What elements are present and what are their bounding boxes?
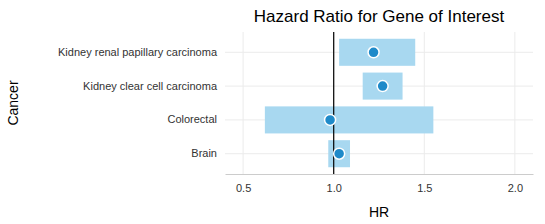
x-tick-label: 2.0 [508, 182, 523, 194]
x-tick: 1.5 [417, 174, 432, 194]
point [334, 148, 345, 159]
x-axis: 0.5 1.0 1.5 2.0 [226, 174, 534, 194]
point [325, 114, 336, 125]
grid-line [424, 32, 425, 174]
x-axis-title: HR [369, 204, 389, 220]
y-tick-label: Kidney clear cell carcinoma [83, 80, 218, 92]
y-tick: Brain [191, 147, 217, 159]
interval-bar [363, 73, 403, 100]
x-tick-label: 1.5 [417, 182, 432, 194]
x-tick: 1.0 [327, 174, 342, 194]
y-tick: Kidney renal papillary carcinoma [58, 46, 218, 58]
y-axis: Kidney renal papillary carcinoma Kidney c… [58, 46, 218, 159]
grid-line [514, 32, 515, 174]
x-tick-label: 1.0 [327, 182, 342, 194]
y-tick-label: Colorectal [167, 113, 217, 125]
grid-line [243, 32, 244, 174]
y-tick-label: Brain [191, 147, 217, 159]
y-tick: Kidney clear cell carcinoma [83, 80, 218, 92]
y-axis-title: Cancer [5, 80, 21, 125]
x-axis-line [226, 174, 534, 175]
plot: 0.5 1.0 1.5 2.0 Kidney renal papillary carci… [58, 32, 533, 194]
interval-bar [339, 39, 415, 66]
y-tick: Colorectal [167, 113, 217, 125]
chart: 0.5 1.0 1.5 2.0 Kidney renal papillary carci… [0, 0, 545, 224]
point [368, 47, 379, 58]
x-tick: 2.0 [508, 174, 523, 194]
x-tick-label: 0.5 [236, 182, 251, 194]
point [377, 81, 388, 92]
interval-bar [328, 140, 350, 167]
marks [265, 32, 433, 174]
y-tick-label: Kidney renal papillary carcinoma [58, 46, 218, 58]
grid-line [225, 153, 533, 154]
grid [225, 32, 533, 174]
x-tick: 0.5 [236, 174, 251, 194]
title: Hazard Ratio for Gene of Interest [254, 7, 505, 26]
interval-bar [265, 106, 433, 133]
